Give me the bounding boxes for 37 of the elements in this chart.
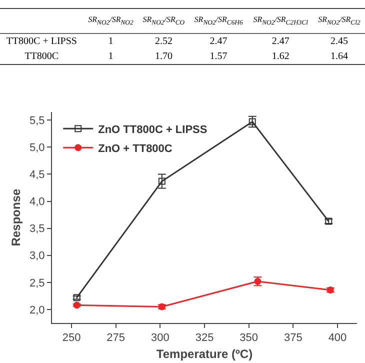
x-tick-label: 275 <box>106 332 126 344</box>
x-tick-label: 300 <box>150 332 170 344</box>
y-tick-label: 3,5 <box>30 223 45 236</box>
x-tick-label: 250 <box>62 332 81 344</box>
y-axis-title: Response <box>8 188 23 246</box>
y-tick-label: 4,5 <box>30 169 45 182</box>
text: 1.62 <box>272 50 290 62</box>
text: 1 <box>108 50 114 62</box>
category-label: TT800C <box>24 50 59 62</box>
x-axis-title: Temperature (ºC) <box>156 347 253 361</box>
text: 1 <box>108 36 114 47</box>
y-tick-label: 3,0 <box>30 250 45 262</box>
text: 1.64 <box>330 50 348 62</box>
category-label: SR$_{NO2}$/SR$_{C2H3Cl}$ <box>248 8 314 34</box>
x-tick-label: 325 <box>195 332 214 344</box>
category-label: SR$_{NO2}$/SR$_{Cl2}$ <box>313 8 365 34</box>
y-tick-label: 2,0 <box>30 304 45 316</box>
point <box>158 178 166 185</box>
text: 2.45 <box>330 36 348 47</box>
category-label: SR$_{NO2}$/SR$_{C6H6}$ <box>189 8 248 34</box>
legend-label: ZnO TT800C + LIPSS <box>98 124 208 136</box>
text: 1.57 <box>210 50 228 62</box>
text: 2.52 <box>154 36 172 47</box>
category-label: TT800C + LIPSS <box>6 36 77 47</box>
category-label: SR$_{NO2}$/SR$_{CO}$ <box>138 8 190 34</box>
text: 2.47 <box>210 36 228 47</box>
text: 1.70 <box>154 50 172 62</box>
y-tick-label: 5,0 <box>30 142 45 154</box>
x-tick-label: 400 <box>328 332 347 344</box>
y-tick-label: 2,5 <box>30 277 45 290</box>
y-tick-label: 4,0 <box>30 196 45 208</box>
category-label: SR$_{NO2}$/SR$_{NO2}$ <box>83 8 138 34</box>
text: 2.47 <box>272 36 290 47</box>
x-tick-label: 375 <box>284 332 302 344</box>
legend-label: ZnO + TT800C <box>98 142 172 155</box>
y-tick-label: 5,5 <box>30 114 45 127</box>
x-tick-label: 350 <box>240 332 258 344</box>
